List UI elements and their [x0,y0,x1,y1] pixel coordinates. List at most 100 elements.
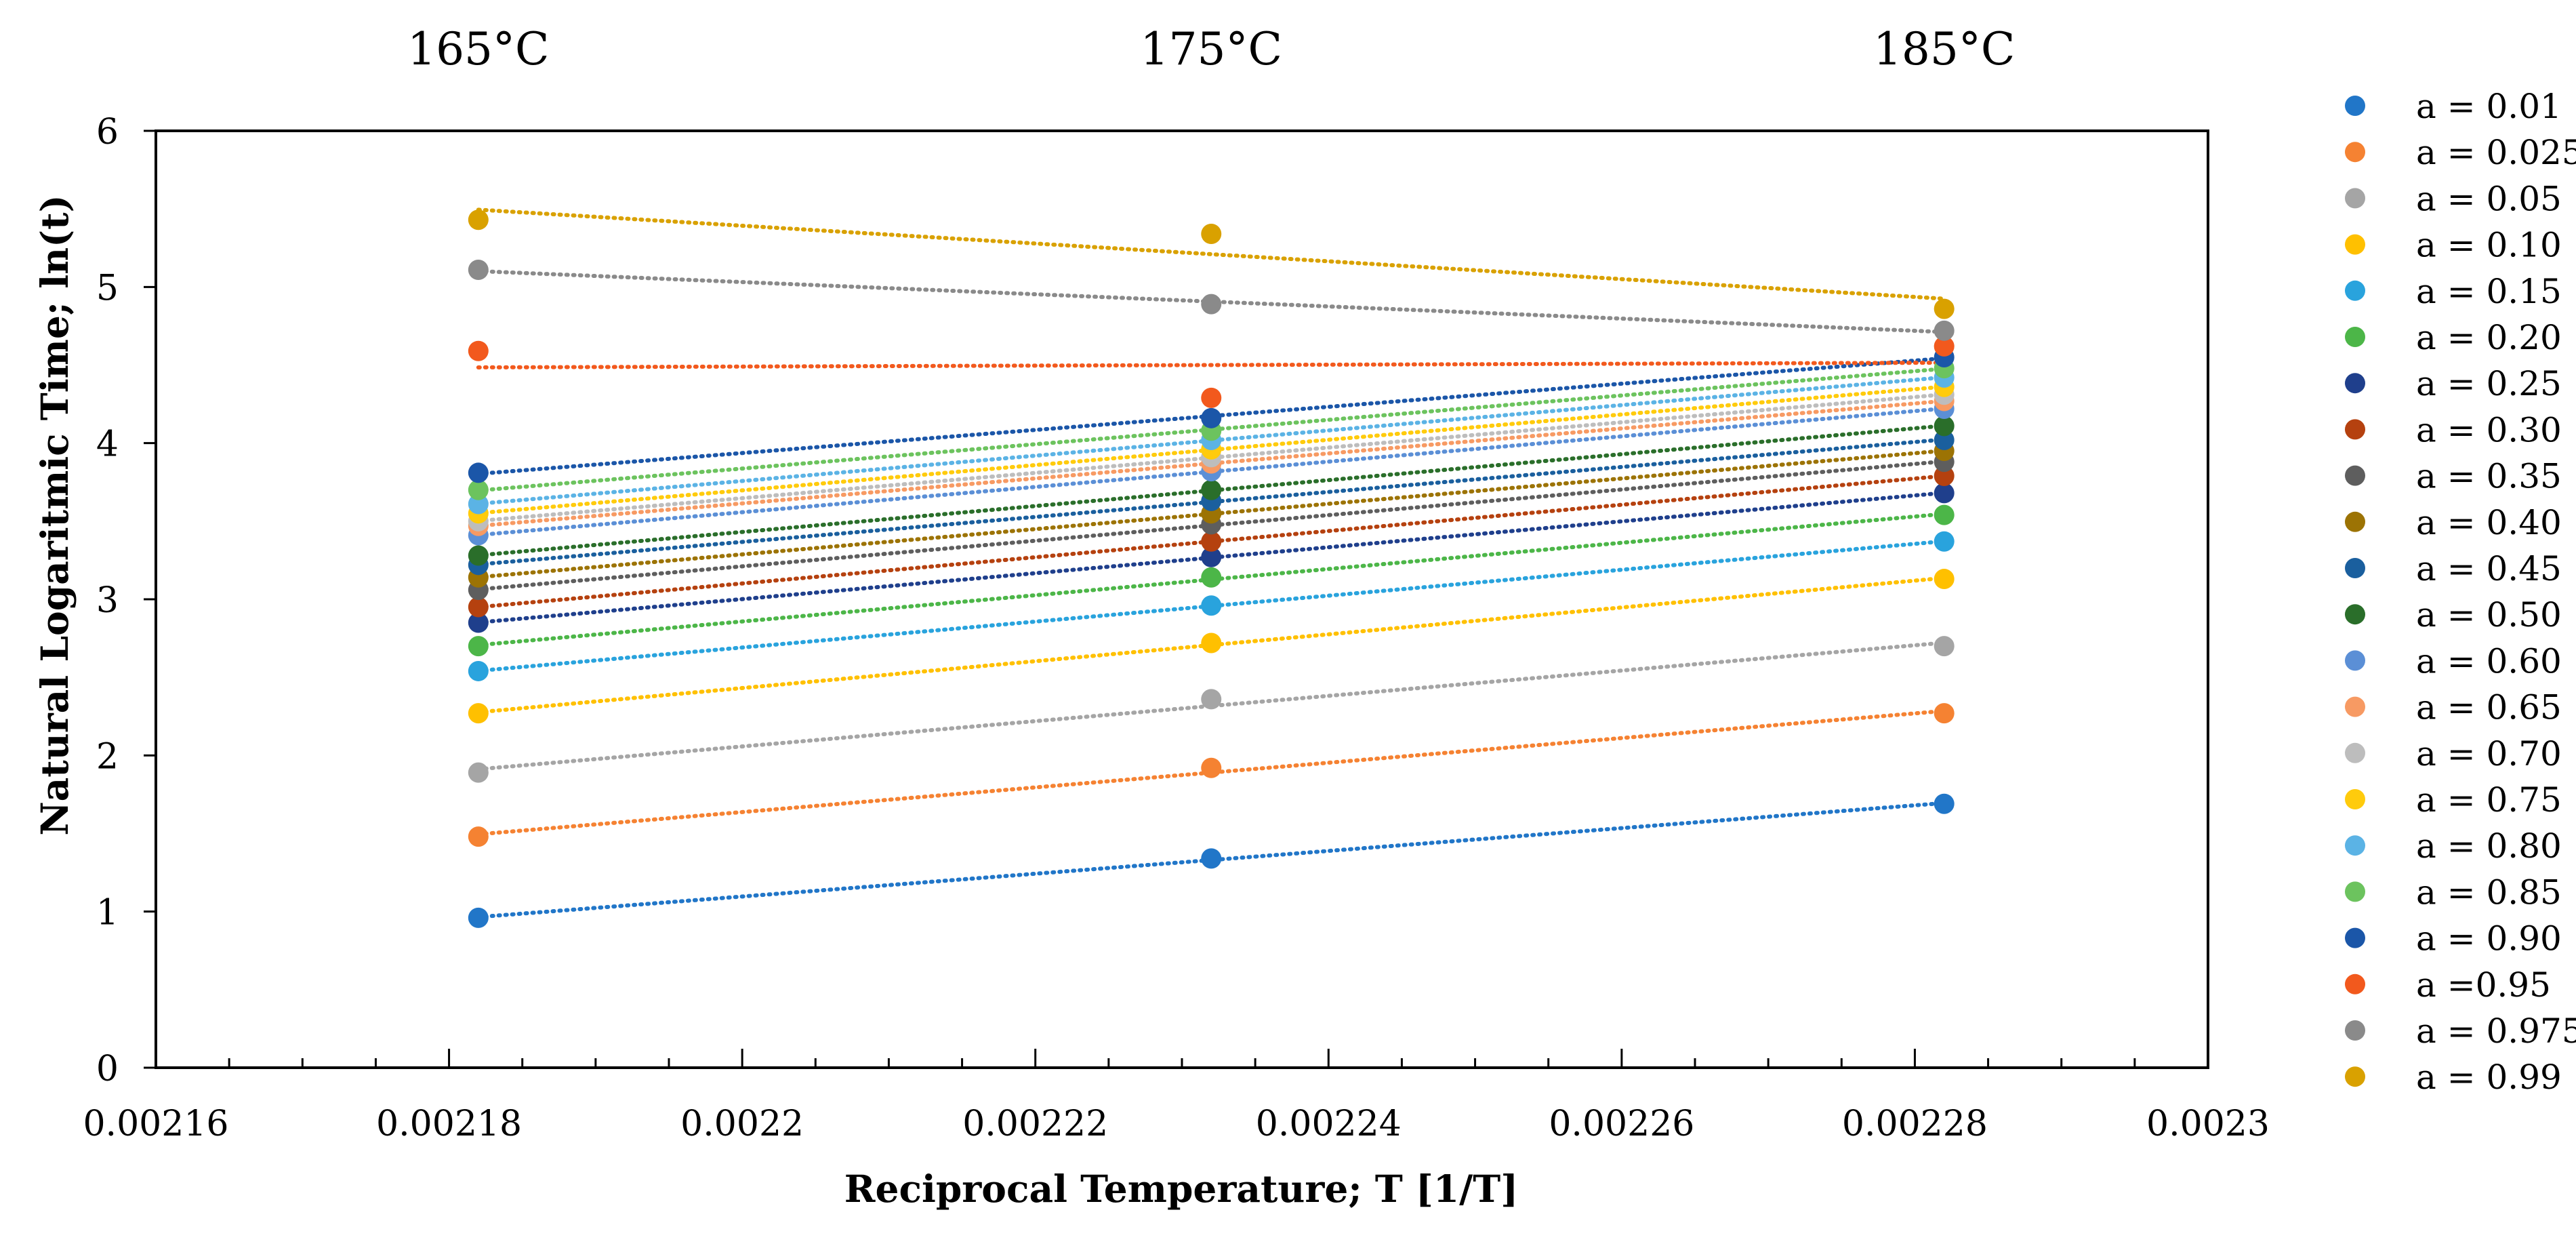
trendline [476,539,1946,673]
trendline [476,384,1946,515]
data-point [1934,793,1955,814]
data-point [1201,294,1222,315]
plot-frame [155,129,2209,1069]
y-tick-label: 6 [96,112,119,153]
temperature-label: 165°C [407,23,549,75]
data-point [1934,336,1955,357]
data-point [468,597,489,618]
data-point [1934,569,1955,590]
legend-marker [2345,234,2365,255]
legend-marker [2345,142,2365,163]
trendline [476,392,1946,523]
legend-label: a = 0.70 [2416,734,2562,773]
legend-label: a = 0.35 [2416,457,2562,496]
data-point [1934,531,1955,552]
data-point [1201,848,1222,869]
data-point [1201,595,1222,616]
data-point [468,907,489,928]
legend-label: a = 0.10 [2416,226,2562,265]
trendline [476,437,1946,567]
legend-marker [2345,789,2365,809]
data-point [1201,479,1222,500]
data-point [1934,466,1955,487]
data-point [1201,567,1222,588]
plot-area-border [155,129,2209,1069]
legend-label: a = 0.60 [2416,641,2562,681]
y-tick-label: 2 [96,736,119,777]
data-point [468,826,489,847]
legend-label: a = 0.40 [2416,503,2562,542]
legend-label: a = 0.15 [2416,272,2562,311]
trendline [476,576,1946,715]
legend-marker [2345,373,2365,394]
x-axis-title: Reciprocal Temperature; T [1/T] [844,1167,1518,1211]
legend-marker [2345,558,2365,578]
data-point [1201,387,1222,408]
trendline [476,399,1946,528]
legend-label: a = 0.20 [2416,318,2562,357]
legend-marker [2345,742,2365,763]
legend-label: a = 0.01 [2416,87,2562,126]
legend-marker [2345,650,2365,671]
data-point [468,494,489,515]
legend-marker [2345,280,2365,301]
data-point [468,340,489,361]
data-point [468,612,489,633]
trendline [476,459,1946,592]
data-point [468,209,489,230]
data-point [1201,224,1222,245]
y-tick-label: 1 [96,893,119,933]
legend-marker [2345,881,2365,902]
legend-label: a = 0.25 [2416,364,2562,403]
data-point [1934,298,1955,319]
axes: 0 1 2 3 4 5 6 0.00216 0.00218 0.0022 0.00222 0.0022… [83,112,2270,1144]
temperature-label: 185°C [1873,23,2015,75]
trendline [476,512,1946,647]
trendline [476,474,1946,609]
legend-label: a = 0.90 [2416,919,2562,959]
legend-marker [2345,835,2365,856]
legend: a = 0.01 a = 0.025 a = 0.05 a = 0.10 a = 0.1… [2345,87,2576,1097]
trendline [476,708,1946,837]
trendline [476,207,1946,301]
data-point [1201,689,1222,710]
trendline [476,490,1946,625]
data-point [1934,320,1955,341]
data-point [1201,407,1222,428]
y-tick-label: 3 [96,580,119,621]
x-tick-label: 0.00218 [376,1104,522,1144]
y-tick-label: 5 [96,268,119,308]
data-point [1201,546,1222,567]
data-point [1934,483,1955,504]
legend-label: a = 0.025 [2416,133,2576,172]
data-point [1934,504,1955,525]
data-point [468,462,489,483]
y-tick-label: 0 [96,1049,119,1089]
trendline [476,406,1946,538]
legend-label: a =0.95 [2416,965,2551,1005]
x-tick-label: 0.0023 [2146,1104,2270,1144]
data-point [468,545,489,566]
legend-label: a = 0.85 [2416,872,2562,912]
data-point [1934,636,1955,657]
data-point [1201,531,1222,552]
trendline [476,366,1946,493]
legend-label: a = 0.65 [2416,688,2562,727]
x-tick-label: 0.00224 [1256,1104,1402,1144]
legend-marker [2345,327,2365,347]
legend-label: a = 0.05 [2416,179,2562,218]
data-point [468,259,489,280]
legend-label: a = 0.30 [2416,410,2562,449]
x-tick-label: 0.00228 [1842,1104,1988,1144]
trendline [476,641,1946,771]
data-point [1934,416,1955,437]
legend-marker [2345,96,2365,116]
trendline [476,375,1946,506]
data-point [468,660,489,681]
legend-label: a = 0.50 [2416,595,2562,635]
x-tick-label: 0.00216 [83,1104,228,1144]
legend-marker [2345,511,2365,532]
x-tick-label: 0.00226 [1549,1104,1694,1144]
trendline [476,448,1946,580]
